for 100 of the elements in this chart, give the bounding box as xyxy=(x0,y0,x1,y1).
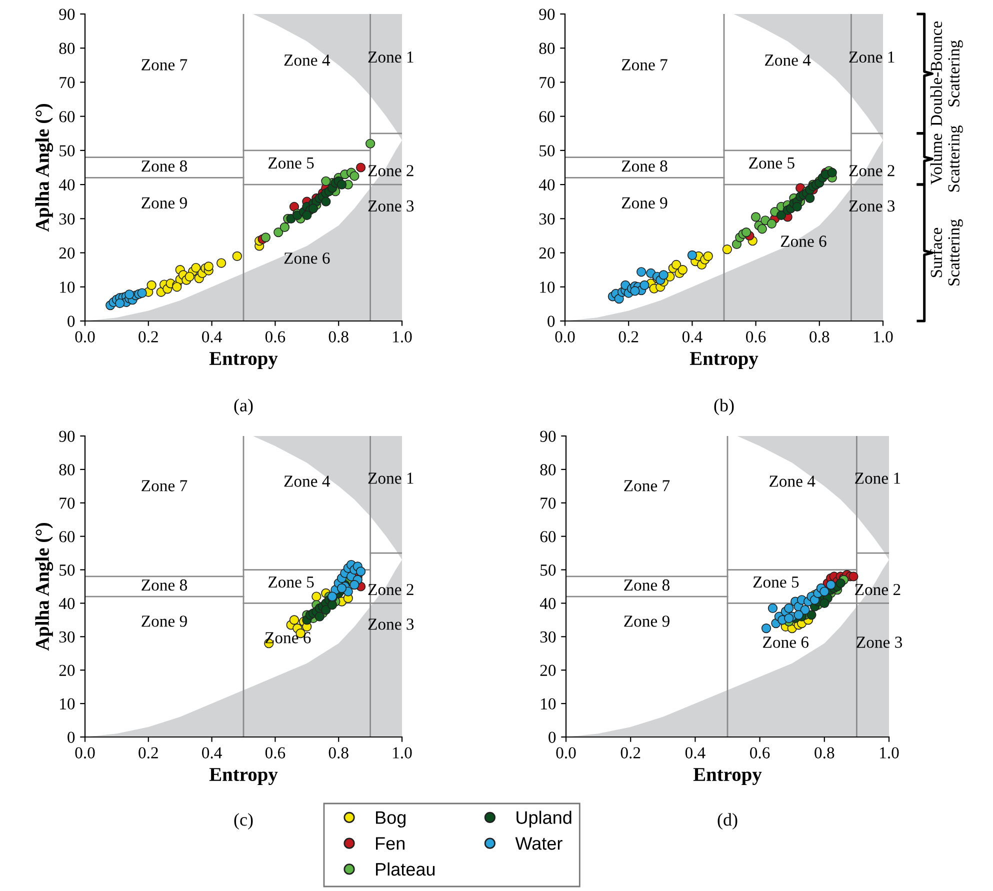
annotation: Zone 9 xyxy=(142,616,187,627)
y-tick-label: 70 xyxy=(540,498,556,509)
y-tick-label: 50 xyxy=(540,145,555,156)
x-tick-label: 0.2 xyxy=(138,747,158,759)
x-tick-label: 0.4 xyxy=(682,331,702,343)
annotation: Zone 6 xyxy=(265,632,311,644)
annotation: Zone 1 xyxy=(849,52,894,63)
y-tick-label: 40 xyxy=(540,598,556,610)
annotation: Zone 3 xyxy=(368,618,414,630)
y-tick-label: 30 xyxy=(59,631,75,643)
y-tick-label: 70 xyxy=(60,76,75,88)
annotation: Zone 4 xyxy=(284,476,330,487)
y-tick-label: 80 xyxy=(540,464,556,476)
annotation: Zone 8 xyxy=(142,579,187,591)
legend-label: Plateau xyxy=(376,862,435,876)
x-tick-label: 0.6 xyxy=(265,747,286,759)
y-axis-title: Aplha Angle (°) xyxy=(35,104,54,232)
legend-label: Fen xyxy=(376,837,404,850)
x-tick-label: 0.8 xyxy=(814,747,834,759)
y-tick-label: 10 xyxy=(541,698,556,710)
x-tick-label: 0.4 xyxy=(202,331,222,343)
annotation: Zone 5 xyxy=(749,158,794,169)
x-tick-label: 1.0 xyxy=(393,331,412,343)
y-tick-label: 30 xyxy=(59,213,75,225)
y-tick-label: 70 xyxy=(60,498,75,509)
x-tick-label: 0.0 xyxy=(556,747,576,759)
y-tick-label: 80 xyxy=(59,42,75,54)
annotation: Zone 4 xyxy=(284,54,330,66)
x-tick-label: 0.0 xyxy=(75,747,95,759)
y-tick-label: 50 xyxy=(60,145,75,156)
annotation: Zone 7 xyxy=(142,480,188,492)
annotation: Zone 6 xyxy=(780,236,826,247)
text: Double-Bounce Scattering xyxy=(930,22,963,126)
y-tick-label: 0 xyxy=(548,316,555,327)
x-tick-label: 1.0 xyxy=(880,747,899,759)
y-tick-label: 20 xyxy=(539,247,555,259)
x-tick-label: 0.6 xyxy=(265,331,286,343)
x-axis-title: Entropy xyxy=(209,768,278,786)
x-tick-label: 0.8 xyxy=(810,331,830,343)
x-tick-label: 1.0 xyxy=(874,331,893,343)
y-tick-label: 0 xyxy=(68,732,75,743)
y-tick-label: 30 xyxy=(539,213,555,225)
y-tick-label: 60 xyxy=(539,111,555,122)
annotation: Zone 2 xyxy=(368,584,414,596)
x-tick-label: 0.2 xyxy=(618,331,638,343)
x-tick-label: 0.2 xyxy=(138,331,158,343)
annotation: Zone 3 xyxy=(856,636,902,648)
x-tick-label: 0.4 xyxy=(202,747,222,759)
x-tick-label: 1.0 xyxy=(393,747,412,759)
legend-label: Bog xyxy=(376,811,406,828)
annotation: Zone 4 xyxy=(770,476,816,487)
x-tick-label: 0.4 xyxy=(685,747,706,759)
annotation: Zone 3 xyxy=(368,200,414,212)
y-tick-label: 70 xyxy=(540,76,555,88)
text: (c) xyxy=(234,813,253,830)
annotation: Zone 1 xyxy=(368,52,414,63)
annotation: Zone 2 xyxy=(368,165,414,176)
y-tick-label: 40 xyxy=(58,598,75,610)
text: (a) xyxy=(234,398,253,416)
x-tick-label: 0.0 xyxy=(75,331,95,343)
y-tick-label: 80 xyxy=(59,464,75,476)
annotation: Zone 5 xyxy=(753,576,799,588)
legend-label: Water xyxy=(515,837,562,850)
y-tick-label: 90 xyxy=(540,430,556,442)
text: (b) xyxy=(714,398,734,416)
annotation: Zone 5 xyxy=(268,158,314,169)
x-axis-title: Entropy xyxy=(693,768,762,786)
y-tick-label: 20 xyxy=(59,247,75,259)
y-tick-label: 80 xyxy=(539,42,555,54)
y-tick-label: 60 xyxy=(540,531,556,542)
y-tick-label: 90 xyxy=(59,8,75,20)
x-tick-label: 0.8 xyxy=(328,747,348,759)
y-tick-label: 0 xyxy=(68,316,75,327)
annotation: Zone 7 xyxy=(622,59,668,70)
y-axis-title: Aplha Angle (°) xyxy=(35,522,54,651)
annotation: Zone 6 xyxy=(284,252,330,264)
y-tick-label: 90 xyxy=(539,8,555,20)
y-tick-label: 40 xyxy=(58,179,75,190)
x-tick-label: 0.2 xyxy=(620,747,640,759)
x-tick-label: 0.0 xyxy=(555,331,575,343)
annotation: Zone 9 xyxy=(624,616,670,627)
legend-label: Upland xyxy=(516,810,572,828)
annotation: Zone 2 xyxy=(855,584,900,596)
y-tick-label: 10 xyxy=(60,698,75,710)
y-tick-label: 20 xyxy=(540,664,556,676)
annotation: Zone 4 xyxy=(765,54,811,66)
annotation: Zone 8 xyxy=(622,160,668,172)
annotation: Zone 1 xyxy=(368,472,414,484)
y-tick-label: 50 xyxy=(540,564,556,576)
y-tick-label: 90 xyxy=(59,430,75,442)
x-axis-title: Entropy xyxy=(690,352,758,370)
y-tick-label: 30 xyxy=(540,631,556,643)
annotation: Zone 7 xyxy=(142,59,188,70)
text: (d) xyxy=(718,813,738,830)
x-tick-label: 0.8 xyxy=(328,331,348,343)
y-tick-label: 10 xyxy=(60,282,75,293)
annotation: Zone 9 xyxy=(142,197,187,209)
y-tick-label: 60 xyxy=(59,111,75,122)
y-tick-label: 40 xyxy=(538,179,555,190)
y-tick-label: 10 xyxy=(540,282,555,293)
